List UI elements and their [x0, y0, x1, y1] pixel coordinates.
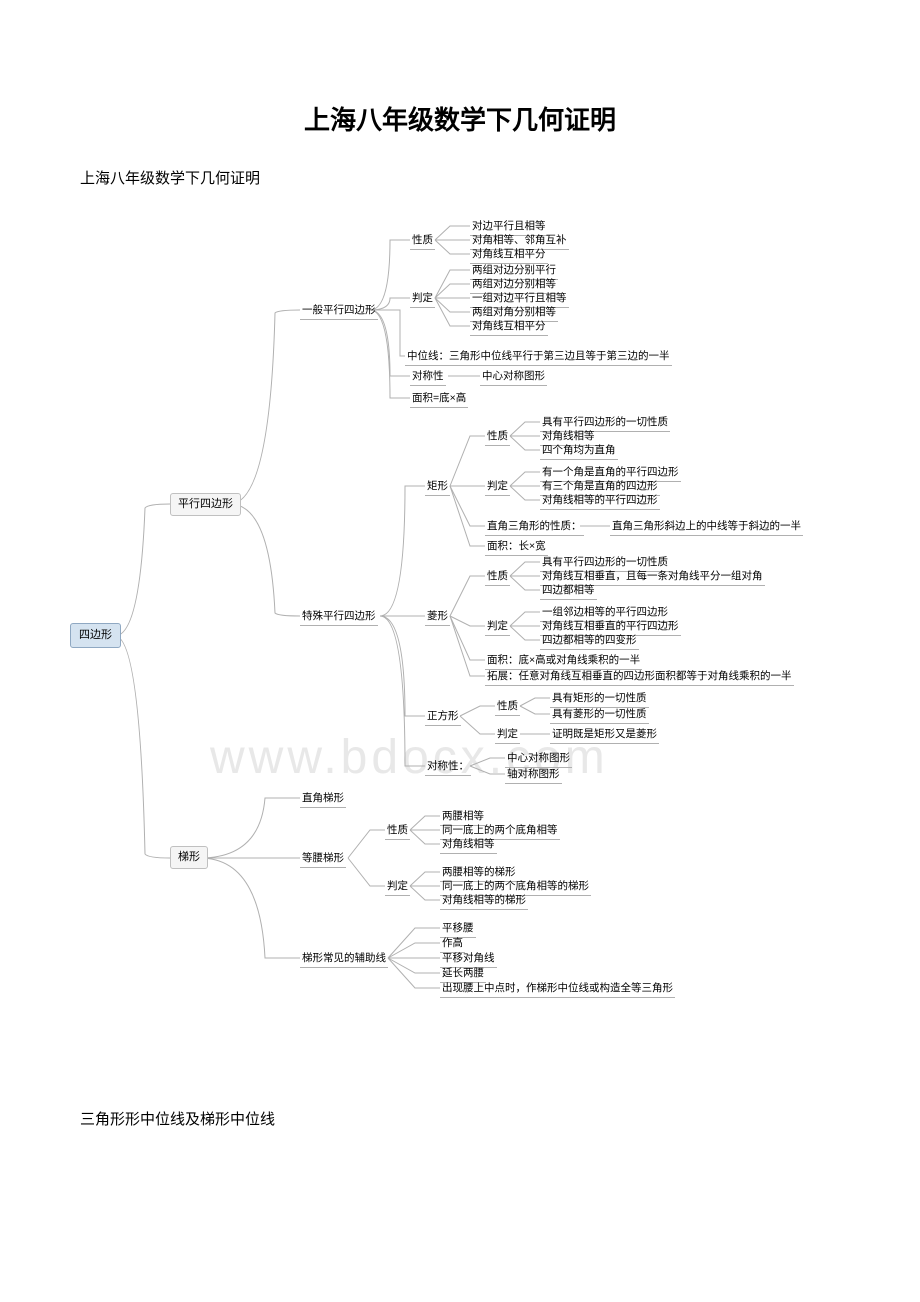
- node-judge: 判定: [495, 727, 520, 744]
- leaf: 四边都相等的四变形: [540, 633, 639, 650]
- mindmap: 四边形 平行四边形 梯形 一般平行四边形 性质 对边平行且相等 对角相等、邻角互…: [70, 218, 850, 1048]
- node-judge: 判定: [410, 291, 435, 308]
- leaf: 直角三角形斜边上的中线等于斜边的一半: [610, 519, 803, 536]
- node-aux: 梯形常见的辅助线: [300, 951, 388, 968]
- leaf: 中位线：三角形中位线平行于第三边且等于第三边的一半: [405, 349, 672, 366]
- node-prop: 性质: [495, 699, 520, 716]
- leaf: 对角线互相平分: [470, 247, 548, 264]
- page-subtitle: 上海八年级数学下几何证明: [80, 167, 850, 188]
- leaf: 面积：长×宽: [485, 539, 548, 556]
- node-judge: 判定: [485, 619, 510, 636]
- leaf: 具有菱形的一切性质: [550, 707, 649, 724]
- node-judge: 判定: [485, 479, 510, 496]
- footer-text: 三角形形中位线及梯形中位线: [80, 1108, 850, 1129]
- leaf: 四个角均为直角: [540, 443, 618, 460]
- leaf: 拓展：任意对角线互相垂直的四边形面积都等于对角线乘积的一半: [485, 669, 794, 686]
- leaf: 轴对称图形: [505, 767, 562, 784]
- leaf: 中心对称图形: [480, 369, 547, 386]
- node-rhombus: 菱形: [425, 609, 450, 626]
- leaf: 出现腰上中点时，作梯形中位线或构造全等三角形: [440, 981, 675, 998]
- node-rect: 矩形: [425, 479, 450, 496]
- leaf: 对角线互相平分: [470, 319, 548, 336]
- node-judge: 判定: [385, 879, 410, 896]
- node-trapezoid: 梯形: [170, 846, 208, 869]
- leaf: 对角线相等: [440, 837, 497, 854]
- leaf: 对角线相等的平行四边形: [540, 493, 660, 510]
- node-sym2: 对称性：: [425, 759, 471, 776]
- leaf: 面积：底×高或对角线乘积的一半: [485, 653, 642, 670]
- leaf: 中心对称图形: [505, 751, 572, 768]
- node-special-parallelogram: 特殊平行四边形: [300, 609, 378, 626]
- node-iso-trap: 等腰梯形: [300, 851, 346, 868]
- node-right-trap: 直角梯形: [300, 791, 346, 808]
- node-prop: 性质: [485, 429, 510, 446]
- leaf: 对角线相等的梯形: [440, 893, 528, 910]
- leaf: 四边都相等: [540, 583, 597, 600]
- node-square: 正方形: [425, 709, 461, 726]
- node-general-parallelogram: 一般平行四边形: [300, 303, 378, 320]
- leaf: 直角三角形的性质：: [485, 519, 584, 536]
- leaf: 证明既是矩形又是菱形: [550, 727, 659, 744]
- node-prop: 性质: [385, 823, 410, 840]
- node-parallelogram: 平行四边形: [170, 493, 241, 516]
- node-prop: 性质: [485, 569, 510, 586]
- page-title: 上海八年级数学下几何证明: [70, 100, 850, 137]
- node-sym: 对称性: [410, 369, 446, 386]
- node-root: 四边形: [70, 623, 121, 648]
- node-prop: 性质: [410, 233, 435, 250]
- leaf: 面积=底×高: [410, 391, 468, 408]
- leaf: 具有矩形的一切性质: [550, 691, 649, 708]
